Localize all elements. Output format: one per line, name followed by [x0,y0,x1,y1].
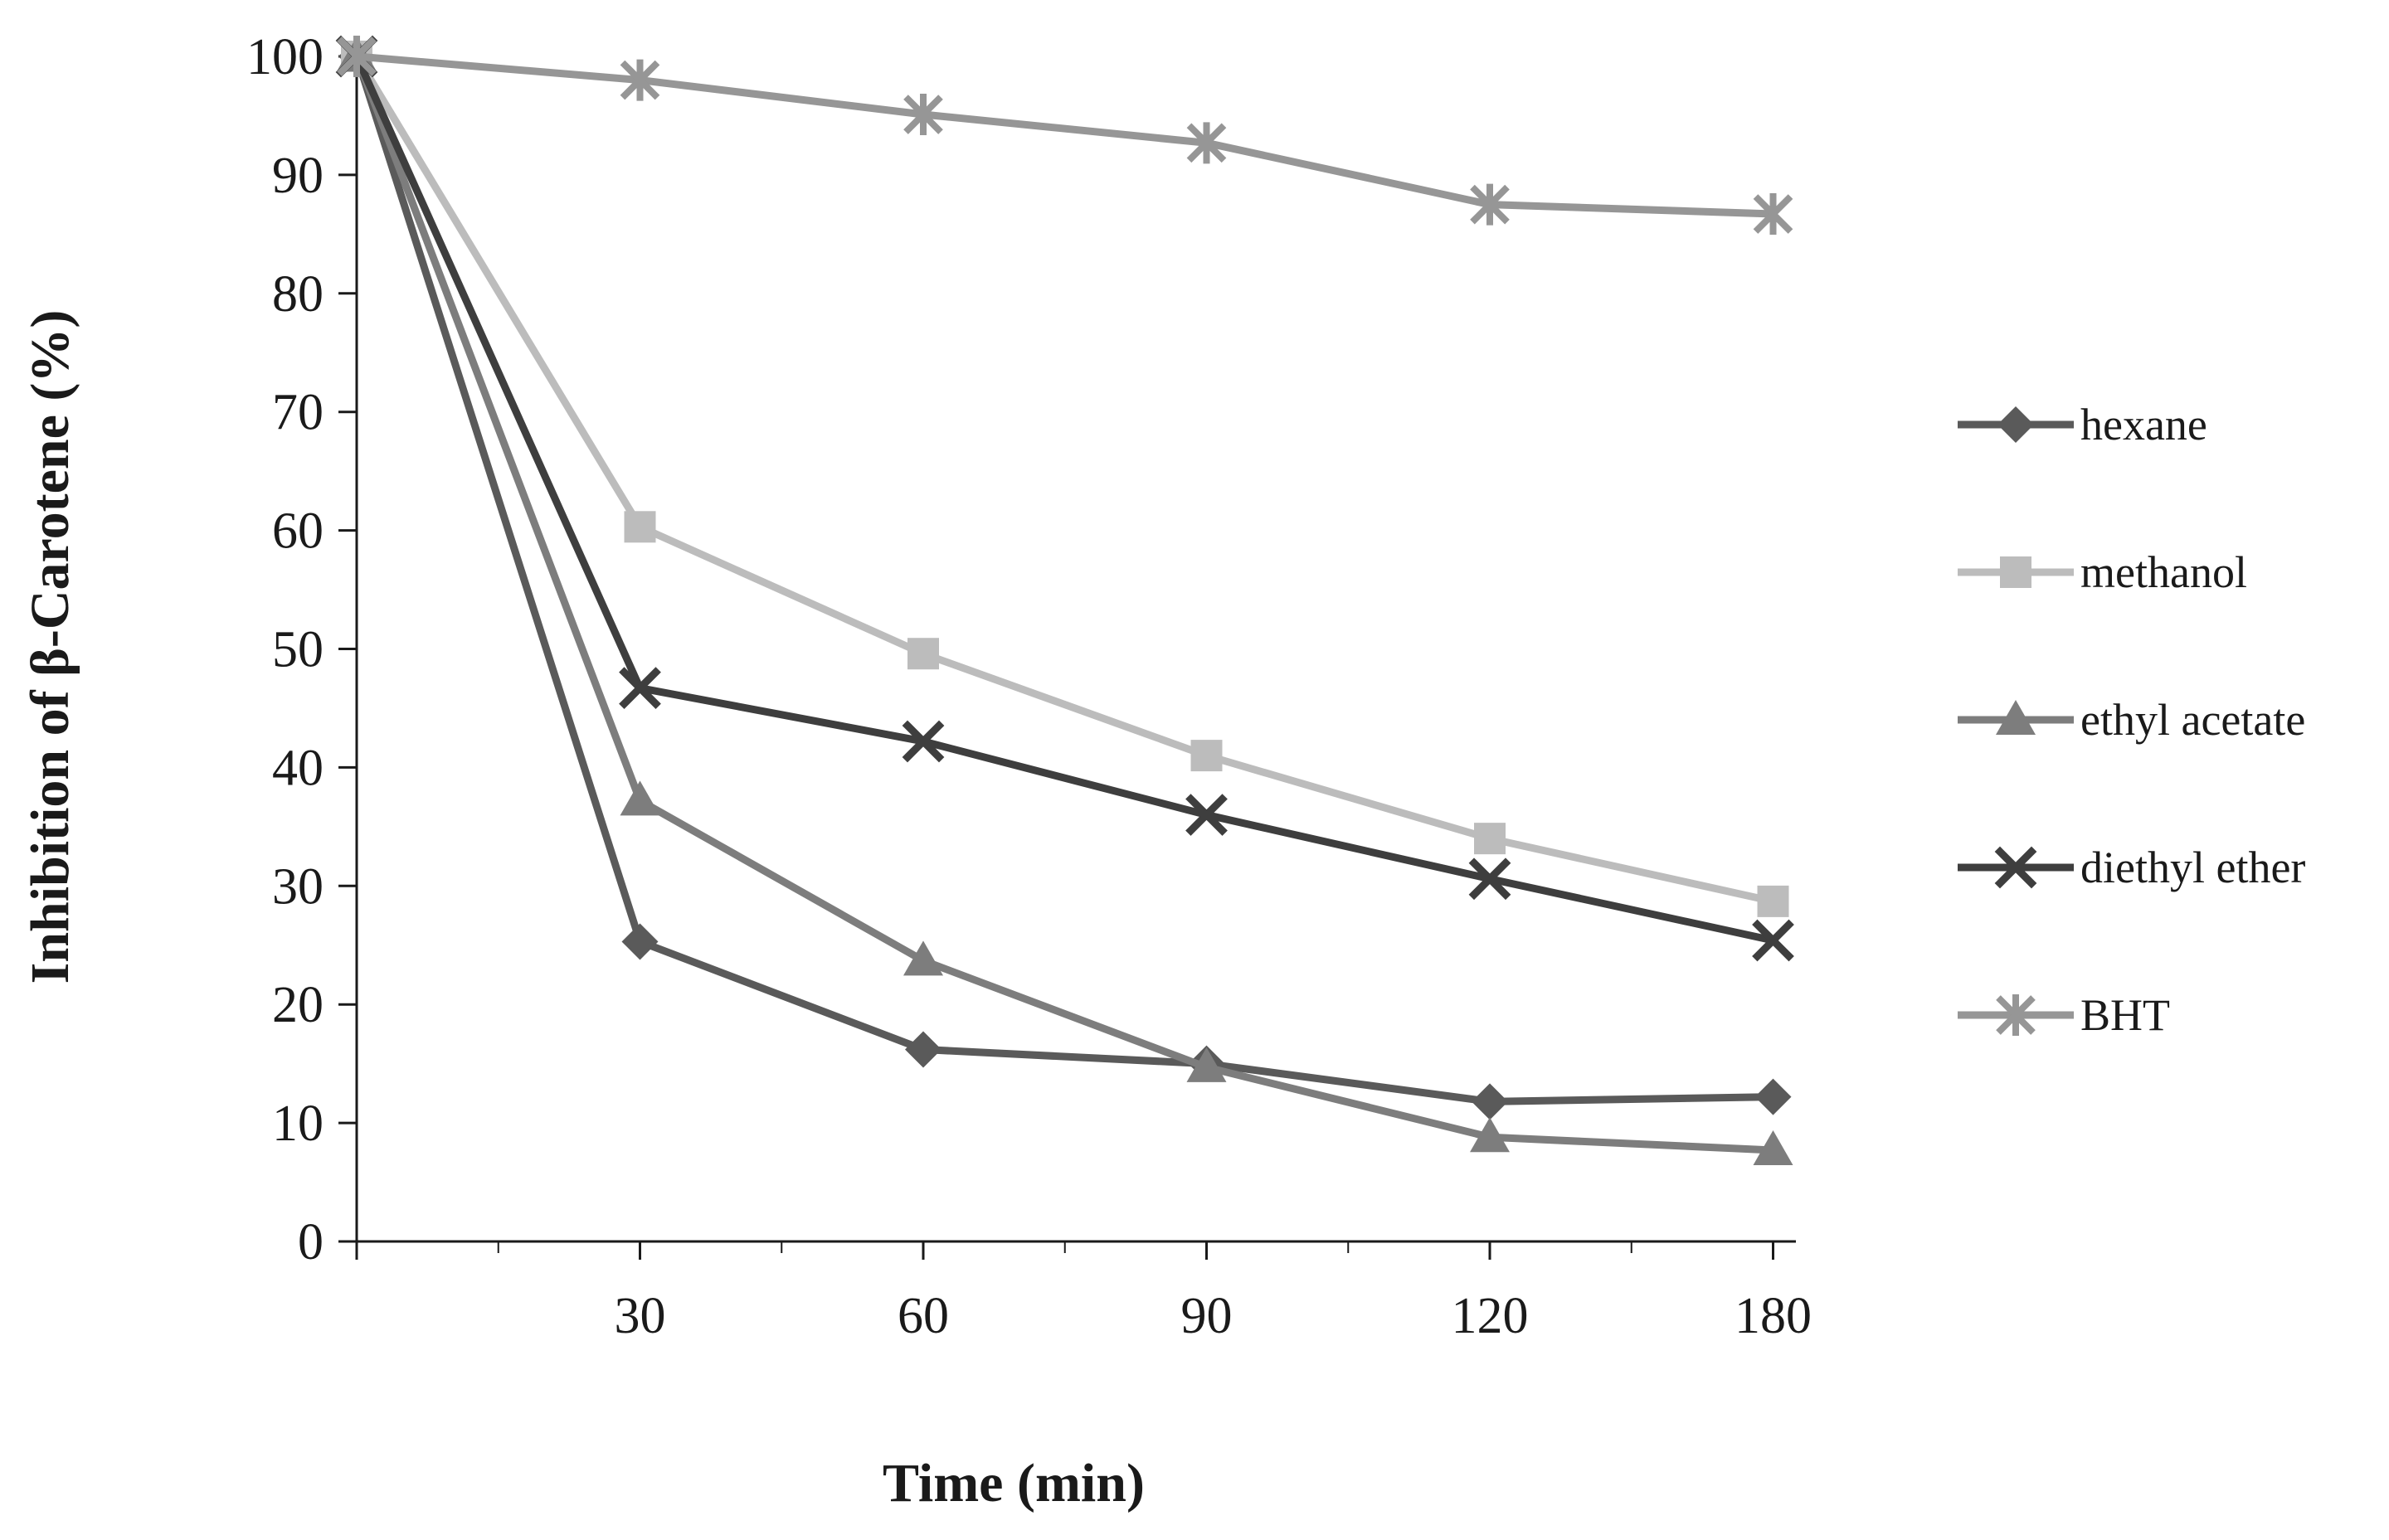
legend-item-diethyl-ether: diethyl ether [1958,843,2305,892]
data-point-ethyl-acetate [1470,1117,1510,1153]
x-tick-label: 60 [898,1288,949,1344]
y-ticks: 0 10 20 30 40 50 60 70 80 90 100 [246,29,357,1270]
x-tick-label: 30 [615,1288,666,1344]
x-tick-label: 90 [1181,1288,1233,1344]
y-tick-label: 100 [246,29,324,85]
y-tick-label: 10 [272,1095,324,1152]
x-axis-title: Time (min) [883,1453,1145,1513]
y-tick-label: 0 [298,1214,324,1270]
series-layer [335,35,1794,1165]
series-line-ethyl-acetate [353,55,1774,1154]
series-methanol [341,41,1789,917]
data-point-hexane [1472,1083,1508,1120]
legend-label: ethyl acetate [2080,695,2305,745]
data-point-bht [1186,122,1227,164]
series-line-methanol [353,54,1774,906]
axes [338,56,1796,1251]
series-diethyl-ether [335,35,1794,962]
y-tick-label: 20 [272,977,324,1033]
data-point-diethyl-ether [1468,857,1511,901]
data-point-bht [337,36,377,77]
data-point-methanol [1757,885,1789,917]
x-ticks: 30 60 90 120 180 [355,1241,1812,1344]
marker-stroke [1185,794,1228,836]
data-point-hexane [621,923,659,960]
data-point-ethyl-acetate [620,780,660,816]
x-tick-label: 120 [1452,1288,1529,1344]
y-tick-label: 60 [272,503,324,560]
y-tick-label: 70 [272,385,324,441]
y-tick-label: 90 [272,148,324,204]
marker-stroke [1468,857,1511,901]
marker-stroke [902,720,945,763]
data-point-ethyl-acetate [1186,1047,1227,1082]
legend-marker [1996,700,2036,735]
data-point-methanol [907,638,939,670]
data-point-diethyl-ether [1752,919,1794,962]
y-axis-title: Inhibition of β-Carotene (%) [20,310,80,984]
data-point-methanol [1190,740,1223,772]
data-point-hexane [905,1031,941,1068]
x-tick-label: 180 [1735,1288,1812,1344]
y-tick-label: 40 [272,740,324,796]
data-point-bht [620,59,660,101]
y-tick-label: 30 [272,858,324,915]
y-tick-label: 80 [272,266,324,323]
marker-stroke [1752,919,1794,962]
legend-label: methanol [2080,547,2247,597]
series-line-hexane [353,55,1774,1105]
data-point-diethyl-ether [619,667,661,710]
legend: hexane methanol ethyl acetate diethyl ether… [1958,400,2305,1040]
data-point-ethyl-acetate [903,940,943,976]
legend-marker [2000,556,2031,588]
legend-item-ethyl-acetate: ethyl acetate [1958,695,2305,745]
legend-label: hexane [2080,400,2207,449]
data-point-methanol [624,511,656,543]
data-point-bht [1753,193,1793,236]
marker-stroke [619,667,661,710]
y-tick-label: 50 [272,622,324,678]
legend-label: BHT [2080,990,2170,1040]
data-point-diethyl-ether [1185,794,1228,836]
legend-item-methanol: methanol [1958,547,2247,597]
marker-stroke [1994,846,2037,889]
legend-marker [1994,846,2037,889]
data-point-diethyl-ether [902,720,945,763]
legend-item-hexane: hexane [1958,400,2207,449]
series-line-diethyl-ether [353,55,1774,945]
data-point-bht [903,94,943,136]
legend-marker [1996,994,2036,1036]
data-point-hexane [1754,1078,1792,1115]
series-line-bht [356,52,1774,218]
series-bht [337,36,1793,236]
data-point-methanol [1474,823,1506,855]
legend-item-bht: BHT [1958,990,2170,1040]
data-point-bht [1470,183,1510,226]
data-point-ethyl-acetate [1753,1129,1793,1165]
legend-marker [1997,406,2034,443]
legend-label: diethyl ether [2080,843,2305,892]
